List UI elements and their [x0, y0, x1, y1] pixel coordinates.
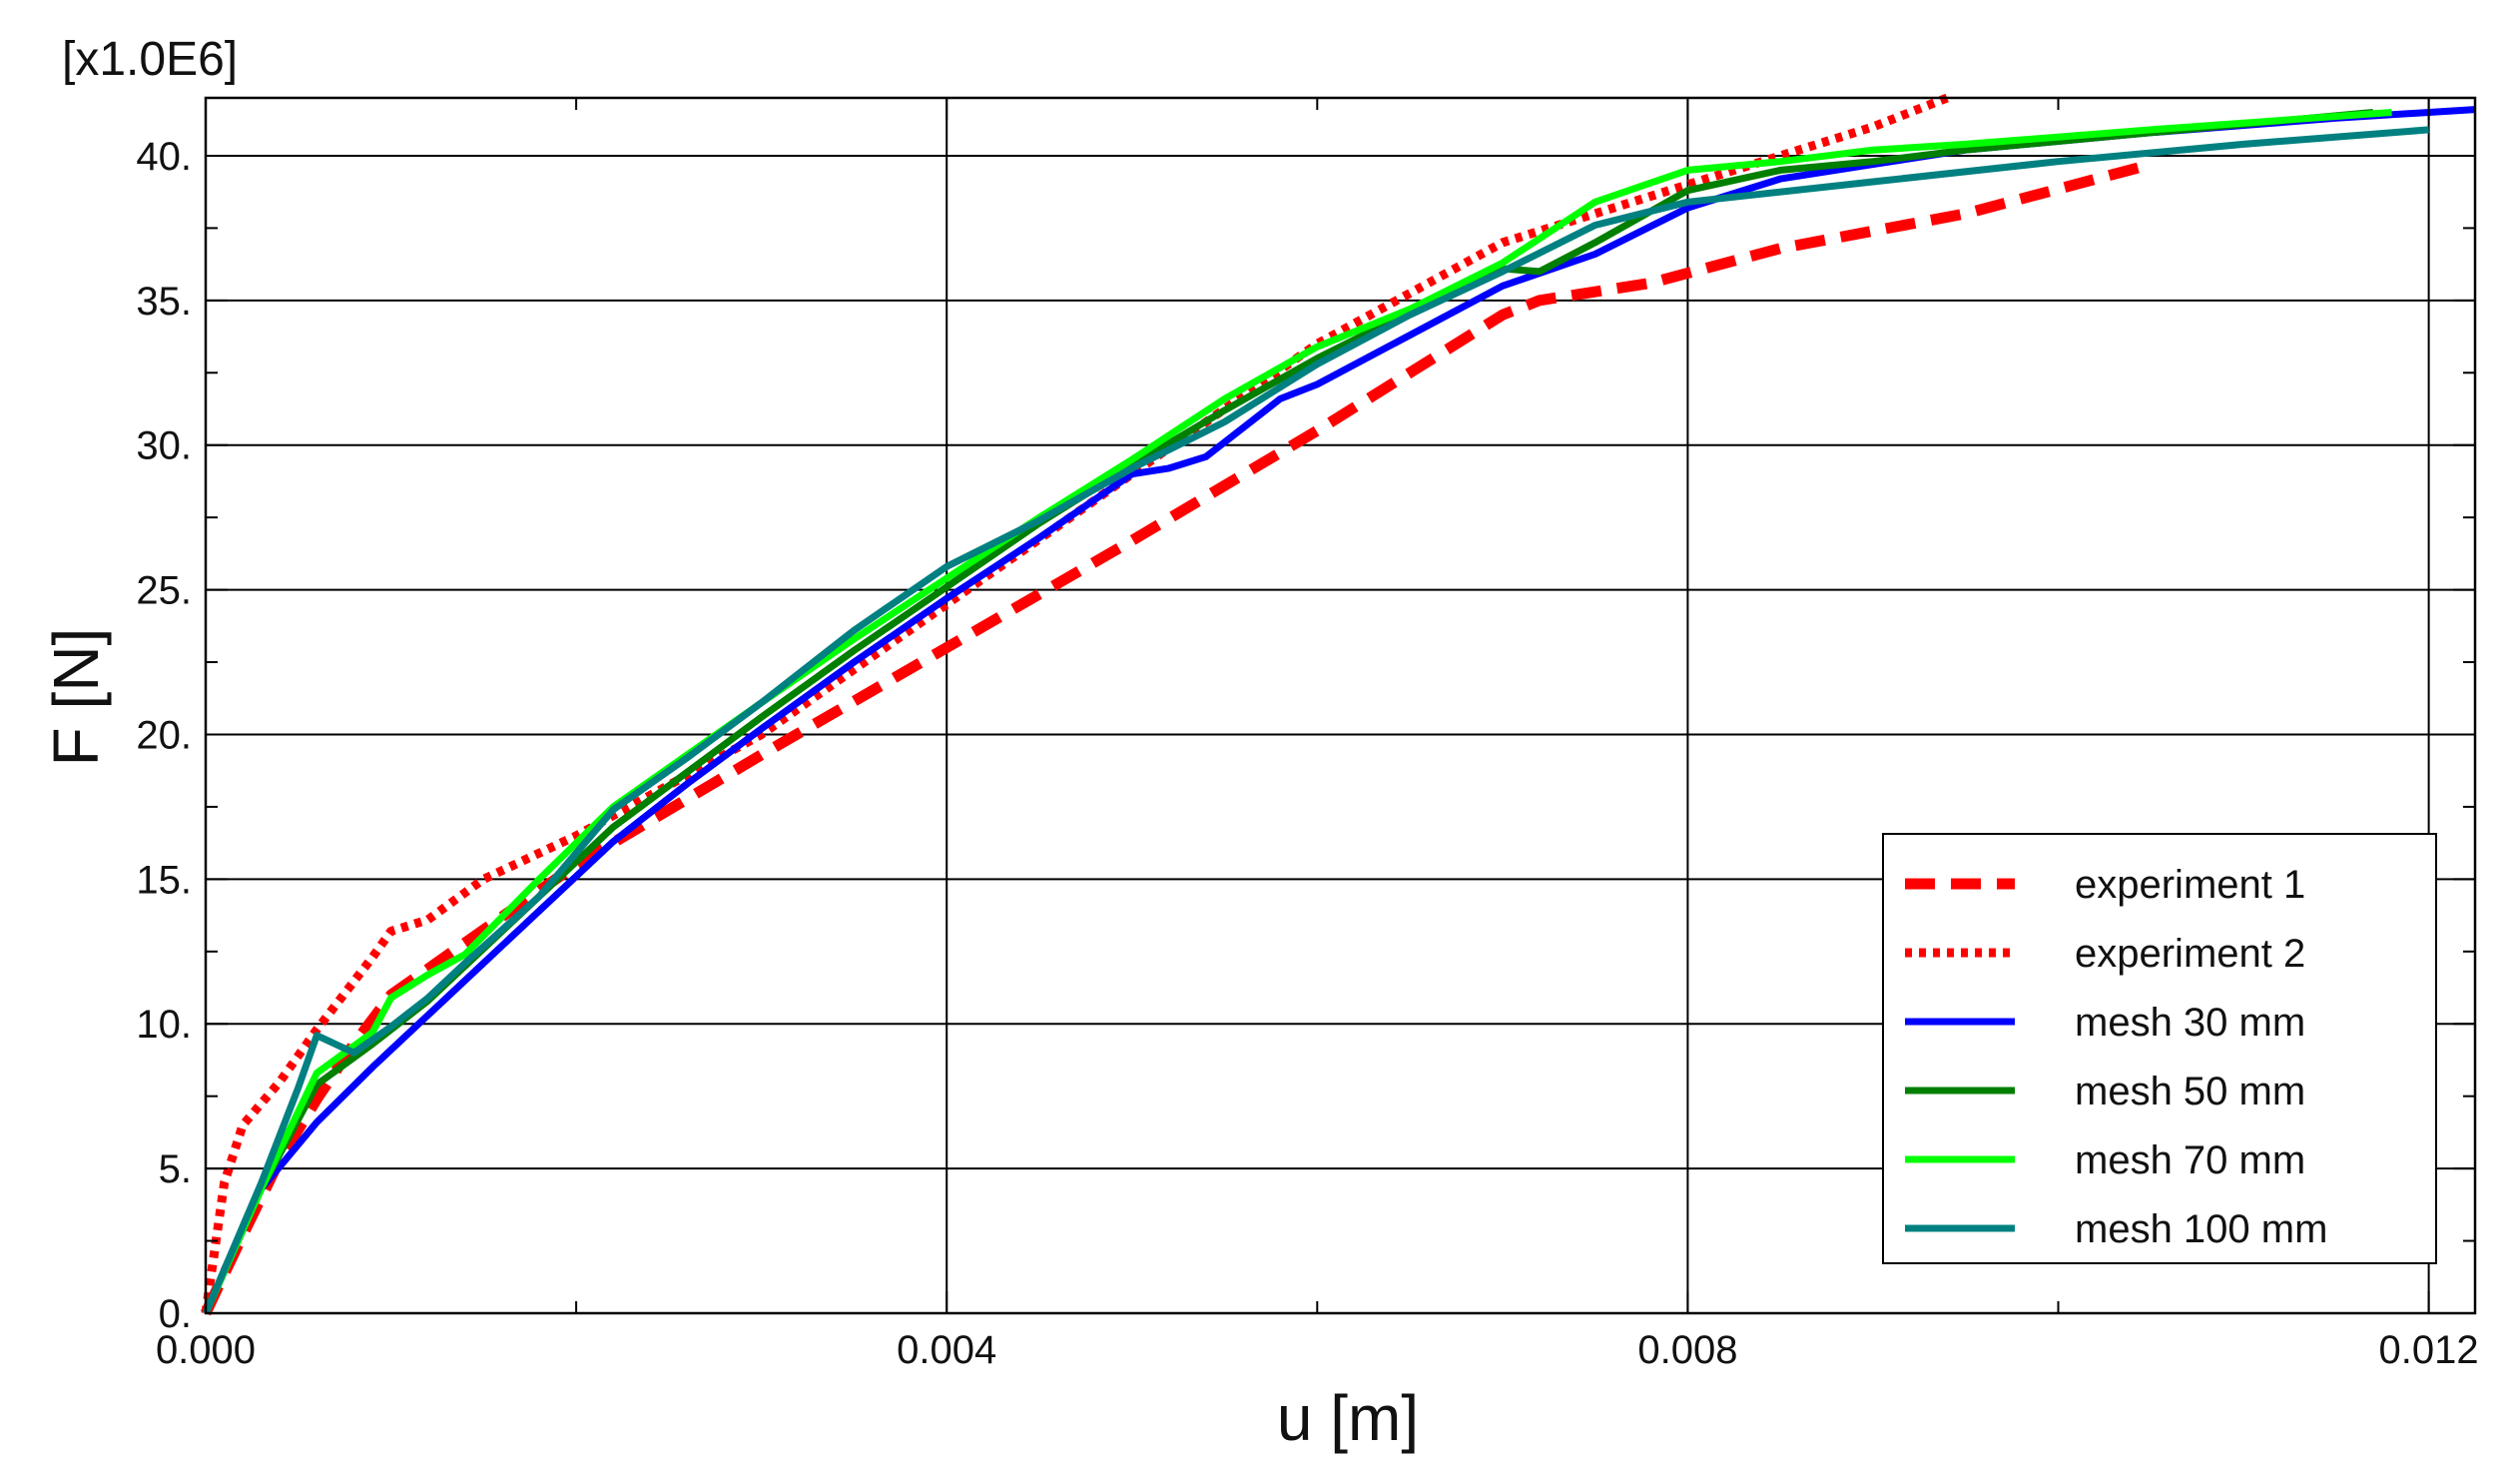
x-tick-label: 0.008 — [1637, 1328, 1737, 1372]
series-lines — [201, 93, 2476, 1316]
legend-label-mesh-100-mm: mesh 100 mm — [2075, 1207, 2327, 1251]
y-tick-label: 40. — [136, 135, 192, 179]
plot-frame — [204, 96, 2477, 1315]
legend-label-mesh-50-mm: mesh 50 mm — [2075, 1070, 2305, 1113]
y-tick-label: 5. — [159, 1147, 192, 1191]
y-tick-label: 35. — [136, 280, 192, 324]
series-line-mesh-100-mm — [202, 126, 2429, 1315]
x-tick-label: 0.012 — [2379, 1328, 2479, 1372]
x-axis-title: u [m] — [1277, 1382, 1419, 1454]
series-line-mesh-30-mm — [202, 106, 2476, 1315]
y-tick-label: 20. — [136, 713, 192, 757]
legend-label-mesh-70-mm: mesh 70 mm — [2075, 1138, 2305, 1182]
x-tick-label: 0.000 — [156, 1328, 256, 1372]
tick-labels: 0.000 0.004 0.008 0.012 0. 5. 10. 15. 20. 25. 30. 3… — [136, 135, 2478, 1372]
x-tick-label: 0.004 — [897, 1328, 996, 1372]
y-tick-label: 10. — [136, 1003, 192, 1047]
y-tick-label: 25. — [136, 569, 192, 613]
series-line-experiment-1 — [201, 159, 2153, 1316]
legend-label-experiment-2: experiment 2 — [2075, 932, 2305, 976]
y-axis-title: F [N] — [40, 628, 112, 767]
y-tick-label: 15. — [136, 858, 192, 902]
legend: experiment 1 experiment 2 mesh 30 mm mesh 5… — [1882, 833, 2437, 1264]
y-axis-multiplier: [x1.0E6] — [62, 33, 238, 86]
legend-label-experiment-1: experiment 1 — [2075, 863, 2305, 907]
y-tick-label: 30. — [136, 424, 192, 468]
y-tick-label: 0. — [159, 1292, 192, 1336]
series-line-experiment-2 — [201, 93, 1949, 1314]
legend-label-mesh-30-mm: mesh 30 mm — [2075, 1001, 2305, 1045]
series-line-mesh-70-mm — [202, 109, 2392, 1315]
legend-box — [1882, 833, 2437, 1264]
axis-ticks — [205, 98, 2475, 1314]
